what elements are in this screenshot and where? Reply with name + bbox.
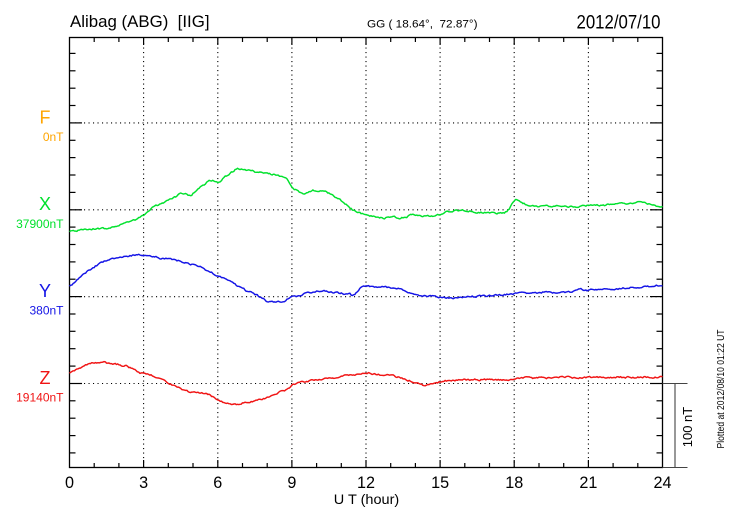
- svg-text:380nT: 380nT: [29, 304, 64, 318]
- svg-text:Plotted at 2012/08/10 01:22 UT: Plotted at 2012/08/10 01:22 UT: [716, 330, 727, 449]
- svg-text:21: 21: [579, 474, 597, 492]
- svg-text:100 nT: 100 nT: [680, 407, 695, 448]
- svg-text:3: 3: [139, 474, 148, 492]
- svg-text:9: 9: [287, 474, 296, 492]
- svg-text:15: 15: [431, 474, 449, 492]
- svg-text:0: 0: [65, 474, 74, 492]
- svg-text:Y: Y: [39, 281, 51, 301]
- svg-text:Z: Z: [40, 368, 51, 388]
- svg-text:2012/07/10: 2012/07/10: [577, 13, 661, 34]
- svg-text:12: 12: [357, 474, 375, 492]
- svg-text:37900nT: 37900nT: [16, 217, 64, 231]
- svg-text:GG ( 18.64°, 72.87°): GG ( 18.64°, 72.87°): [367, 19, 478, 31]
- svg-text:18: 18: [505, 474, 523, 492]
- svg-text:U T (hour): U T (hour): [334, 491, 400, 507]
- svg-text:F: F: [40, 107, 51, 127]
- svg-text:24: 24: [653, 474, 671, 492]
- svg-text:6: 6: [213, 474, 222, 492]
- svg-text:X: X: [39, 194, 51, 214]
- svg-text:0nT: 0nT: [43, 130, 64, 144]
- svg-text:Alibag (ABG) [IIG]: Alibag (ABG) [IIG]: [70, 13, 209, 31]
- svg-text:19140nT: 19140nT: [16, 391, 64, 405]
